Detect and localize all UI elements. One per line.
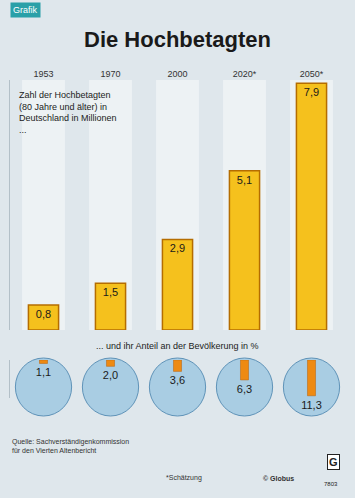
svg-text:0,8: 0,8: [36, 308, 51, 320]
svg-text:© Globus: © Globus: [263, 475, 294, 482]
svg-text:1953: 1953: [33, 69, 53, 79]
svg-text:2000: 2000: [167, 69, 187, 79]
svg-text:2050*: 2050*: [300, 69, 324, 79]
svg-text:7803: 7803: [324, 481, 338, 487]
svg-text:1,1: 1,1: [36, 366, 51, 378]
svg-text:1970: 1970: [100, 69, 120, 79]
svg-text:3,6: 3,6: [170, 374, 185, 386]
svg-text:2,9: 2,9: [170, 242, 185, 254]
svg-text:*Schätzung: *Schätzung: [166, 474, 202, 482]
svg-text:Die Hochbetagten: Die Hochbetagten: [84, 27, 271, 52]
svg-text:... und ihr Anteil an der Bevö: ... und ihr Anteil an der Bevölkerung in…: [96, 341, 259, 351]
svg-text:Zahl der Hochbetagten(80 Jahre: Zahl der Hochbetagten(80 Jahre und älter…: [19, 90, 117, 135]
svg-text:6,3: 6,3: [237, 383, 252, 395]
svg-text:11,3: 11,3: [301, 399, 322, 411]
svg-text:2020*: 2020*: [233, 69, 257, 79]
svg-text:Grafik: Grafik: [13, 5, 38, 15]
svg-text:Quelle: Sachverständigenkommis: Quelle: Sachverständigenkommissionfür de…: [12, 438, 129, 454]
svg-text:1,5: 1,5: [103, 286, 118, 298]
svg-text:7,9: 7,9: [304, 86, 319, 98]
svg-text:G: G: [329, 456, 338, 468]
svg-text:5,1: 5,1: [237, 174, 252, 186]
svg-text:2,0: 2,0: [103, 369, 118, 381]
